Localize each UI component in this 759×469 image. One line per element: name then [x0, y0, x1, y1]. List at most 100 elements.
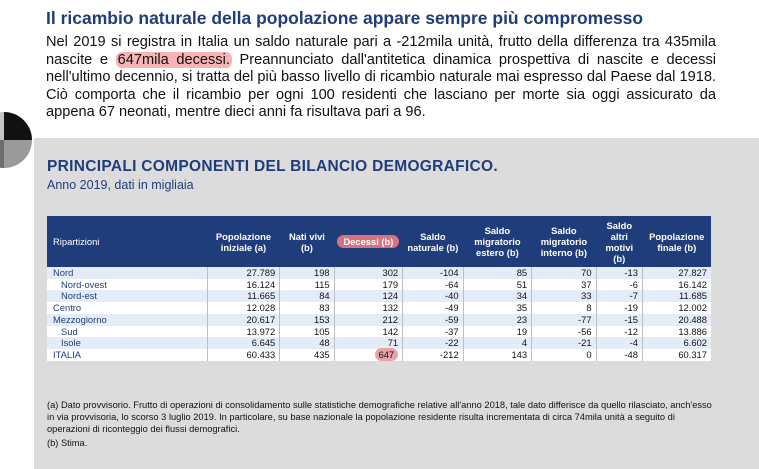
cell: -40 [402, 290, 464, 303]
cell: 20.488 [642, 313, 711, 326]
cell: 179 [334, 278, 404, 291]
cell: 142 [334, 325, 404, 338]
header-decessi-label: Decessi (b) [337, 235, 400, 248]
row-label: Sud [47, 325, 208, 338]
cell: 115 [279, 278, 335, 291]
table-row: Nord-est 11.665 84 124 -40 34 33 -7 11.6… [47, 290, 711, 303]
row-label: Mezzogiorno [47, 313, 208, 326]
header-decessi: Decessi (b) [334, 216, 403, 267]
header-saldo-naturale: Saldo naturale (b) [402, 216, 464, 267]
table-body: Nord 27.789 198 302 -104 85 70 -13 27.82… [47, 267, 711, 361]
cell: 85 [463, 267, 533, 279]
cell: 84 [279, 290, 335, 303]
cell: -22 [402, 337, 464, 349]
cell: 33 [531, 290, 597, 303]
cell: 34 [463, 290, 533, 303]
cell: -4 [596, 337, 643, 349]
panel-subtitle: Anno 2019, dati in migliaia [47, 178, 194, 192]
cell: -15 [596, 313, 643, 326]
header-nati-vivi: Nati vivi (b) [279, 216, 335, 267]
note-b: (b) Stima. [47, 438, 88, 448]
cell: 27.789 [207, 267, 281, 279]
header-popolazione-finale: Popolazione finale (b) [642, 216, 711, 267]
cell: -6 [596, 278, 643, 291]
cell: 0 [531, 348, 597, 361]
cell: 11.665 [207, 290, 281, 303]
table-row: Mezzogiorno 20.617 153 212 -59 23 -77 -1… [47, 313, 711, 326]
cell: -48 [596, 348, 643, 361]
row-label: Isole [47, 337, 208, 349]
panel-title: PRINCIPALI COMPONENTI DEL BILANCIO DEMOG… [47, 158, 498, 175]
note-a: (a) Dato provvisorio. Frutto di operazio… [47, 400, 712, 434]
cell: 20.617 [207, 313, 281, 326]
cell: -49 [402, 302, 464, 314]
cell: 105 [279, 325, 335, 338]
cell: 16.142 [642, 278, 711, 291]
cell: 6.645 [207, 337, 281, 349]
highlighted-decessi: 647mila decessi. [115, 51, 232, 68]
paragraph-text-after: Preannunciato dall'antitetica dinamica p… [46, 51, 716, 121]
cell: 37 [531, 278, 597, 291]
cell-decessi-total: 647 [334, 347, 404, 361]
cell: -12 [596, 325, 643, 338]
page-title: Il ricambio naturale della popolazione a… [46, 8, 644, 28]
cell: 212 [334, 313, 404, 326]
cell: 13.886 [642, 325, 711, 338]
cell: 6.602 [642, 337, 711, 349]
row-label: Nord [47, 267, 208, 279]
table-header-row: Ripartizioni Popolazione iniziale (a) Na… [47, 216, 711, 267]
table-row: Nord-ovest 16.124 115 179 -64 51 37 -6 1… [47, 278, 711, 291]
table-row: Nord 27.789 198 302 -104 85 70 -13 27.82… [47, 267, 711, 279]
cell: 51 [463, 278, 533, 291]
header-saldo-altri-motivi: Saldo altri motivi (b) [596, 216, 643, 267]
table-row: Isole 6.645 48 71 -22 4 -21 -4 6.602 [47, 337, 711, 349]
cell: 12.002 [642, 302, 711, 314]
intro-paragraph: Nel 2019 si registra in Italia un saldo … [46, 34, 716, 122]
header-ripartizioni: Ripartizioni [47, 216, 208, 267]
cell: 71 [334, 337, 404, 349]
cell: 23 [463, 313, 533, 326]
cell: -21 [531, 337, 597, 349]
header-saldo-migratorio-interno: Saldo migratorio interno (b) [531, 216, 597, 267]
cell: -59 [402, 313, 464, 326]
table-notes: (a) Dato provvisorio. Frutto di operazio… [47, 399, 713, 451]
cell: -212 [402, 348, 464, 361]
cell: -104 [402, 267, 464, 279]
cell: 48 [279, 337, 335, 349]
row-label: Centro [47, 302, 208, 314]
cell: 435 [279, 348, 335, 361]
header-popolazione-iniziale: Popolazione iniziale (a) [207, 216, 280, 267]
demographic-table: Ripartizioni Popolazione iniziale (a) Na… [47, 216, 711, 361]
cell: -56 [531, 325, 597, 338]
cell: 35 [463, 302, 533, 314]
cell: 19 [463, 325, 533, 338]
row-label: Nord-est [47, 290, 208, 303]
cell: 27.827 [642, 267, 711, 279]
cell: -13 [596, 267, 643, 279]
cell: -64 [402, 278, 464, 291]
row-label: Nord-ovest [47, 278, 208, 291]
table-row: Sud 13.972 105 142 -37 19 -56 -12 13.886 [47, 325, 711, 338]
cell: 143 [463, 348, 533, 361]
cell: 8 [531, 302, 597, 314]
row-label: ITALIA [47, 348, 208, 361]
cell: 16.124 [207, 278, 281, 291]
cell: 198 [279, 267, 335, 279]
cell: -77 [531, 313, 597, 326]
cell: -19 [596, 302, 643, 314]
cell: 13.972 [207, 325, 281, 338]
paragraph-text-before: Nel 2019 si registra in Italia un saldo … [46, 34, 716, 68]
cell: 60.433 [207, 348, 281, 361]
cell: 60.317 [642, 348, 711, 361]
cell: 12.028 [207, 302, 281, 314]
header-saldo-migratorio-estero: Saldo migratorio estero (b) [463, 216, 532, 267]
table-row-total: ITALIA 60.433 435 647 -212 143 0 -48 60.… [47, 347, 711, 361]
cell: 83 [279, 302, 335, 314]
highlighted-total-decessi: 647 [374, 347, 399, 361]
cell: 132 [334, 302, 404, 314]
cell: 70 [531, 267, 597, 279]
cell: -37 [402, 325, 464, 338]
cell: -7 [596, 290, 643, 303]
table-row: Centro 12.028 83 132 -49 35 8 -19 12.002 [47, 302, 711, 314]
pie-chart-icon [0, 112, 32, 168]
